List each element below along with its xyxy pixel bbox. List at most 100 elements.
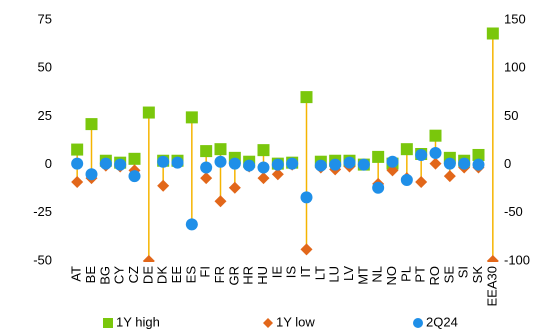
low-marker — [271, 168, 284, 181]
high-marker — [128, 152, 141, 165]
high-marker — [472, 148, 485, 161]
legend-label: 2Q24 — [426, 314, 458, 329]
x-tick-label: IT — [298, 266, 313, 278]
point-marker — [472, 158, 485, 171]
y2-tick-label: -50 — [504, 204, 523, 219]
y2-tick-label: 100 — [504, 60, 526, 75]
high-marker — [142, 106, 155, 119]
x-tick-label: MT — [355, 266, 370, 285]
point-marker — [99, 157, 112, 170]
point-marker — [243, 159, 256, 172]
point-marker — [400, 174, 413, 187]
high-marker — [200, 145, 213, 158]
legend-symbol — [413, 318, 423, 328]
low-marker — [300, 243, 313, 256]
point-marker — [228, 157, 241, 170]
x-tick-label: LU — [327, 266, 342, 283]
point-marker — [128, 170, 141, 183]
point-marker — [314, 159, 327, 172]
x-tick-label: SK — [470, 266, 485, 284]
x-tick-label: FR — [212, 266, 227, 283]
legend-symbol — [103, 318, 113, 328]
x-tick-label: IE — [269, 266, 284, 279]
point-marker — [185, 218, 198, 231]
x-tick-label: EEA30 — [484, 266, 499, 306]
point-marker — [458, 157, 471, 170]
high-marker — [400, 143, 413, 156]
high-marker — [372, 150, 385, 163]
legend-label: 1Y high — [116, 314, 160, 329]
x-tick-label: DE — [140, 266, 155, 284]
low-marker — [71, 175, 84, 188]
point-marker — [257, 161, 270, 174]
point-marker — [329, 158, 342, 171]
point-marker — [171, 156, 184, 169]
y-tick-label: -25 — [33, 204, 52, 219]
point-marker — [372, 181, 385, 194]
x-tick-label: IS — [284, 266, 299, 279]
point-marker — [415, 148, 428, 161]
point-marker — [114, 158, 127, 171]
y-tick-label: 50 — [38, 60, 52, 75]
low-marker — [214, 195, 227, 208]
low-marker — [429, 157, 442, 170]
legend-symbol — [263, 318, 273, 328]
low-marker — [257, 172, 270, 185]
x-tick-label: NO — [384, 266, 399, 286]
x-tick-label: FI — [198, 266, 213, 278]
x-tick-label: NL — [370, 266, 385, 283]
high-marker — [185, 111, 198, 124]
x-tick-label: PL — [398, 266, 413, 282]
high-marker — [257, 144, 270, 157]
point-marker — [343, 156, 356, 169]
point-marker — [271, 158, 284, 171]
low-marker — [443, 170, 456, 183]
y-tick-label: -50 — [33, 252, 52, 267]
x-tick-label: LT — [312, 266, 327, 280]
y-tick-label: 75 — [38, 11, 52, 26]
x-tick-label: HU — [255, 266, 270, 285]
x-tick-label: LV — [341, 266, 356, 281]
point-marker — [300, 191, 313, 204]
point-marker — [214, 155, 227, 168]
plot-area — [71, 27, 499, 262]
x-tick-label: BG — [97, 266, 112, 285]
point-marker — [429, 147, 442, 160]
point-marker — [85, 168, 98, 181]
legend-label: 1Y low — [276, 314, 315, 329]
x-tick-label: HR — [241, 266, 256, 285]
low-marker — [142, 255, 155, 262]
point-marker — [357, 158, 370, 171]
y2-tick-label: 150 — [504, 11, 526, 26]
x-tick-label: GR — [226, 266, 241, 286]
high-marker — [300, 91, 313, 104]
point-marker — [71, 157, 84, 170]
low-marker — [386, 164, 399, 177]
x-tick-label: CY — [112, 266, 127, 284]
y2-tick-label: 50 — [504, 108, 518, 123]
x-tick-label: RO — [427, 266, 442, 286]
point-marker — [200, 161, 213, 174]
y2-tick-label: 0 — [504, 156, 511, 171]
point-marker — [286, 157, 299, 170]
point-marker — [157, 155, 170, 168]
x-tick-label: SI — [456, 266, 471, 278]
high-marker — [429, 129, 442, 142]
x-tick-label: PT — [413, 266, 428, 283]
y-tick-label: 0 — [45, 156, 52, 171]
high-marker — [214, 143, 227, 156]
low-marker — [486, 255, 499, 262]
x-tick-label: SE — [441, 266, 456, 284]
x-tick-label: BE — [83, 266, 98, 284]
x-tick-label: CZ — [126, 266, 141, 283]
y-tick-label: 25 — [38, 108, 52, 123]
low-marker — [228, 181, 241, 194]
point-marker — [386, 155, 399, 168]
low-marker — [415, 175, 428, 188]
high-marker — [486, 27, 499, 40]
x-tick-label: DK — [155, 266, 170, 284]
x-tick-label: AT — [69, 266, 84, 282]
x-tick-label: ES — [183, 266, 198, 284]
low-marker — [157, 179, 170, 192]
